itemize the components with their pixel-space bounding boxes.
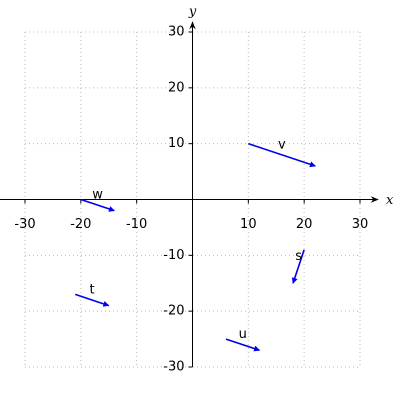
x-tick-label: -10	[126, 217, 147, 232]
vector-arrow	[225, 338, 261, 352]
vector-label: v	[278, 137, 286, 152]
x-tick-label: -30	[14, 217, 35, 232]
vector-label: t	[89, 283, 94, 298]
vector-arrow	[74, 293, 110, 307]
vector-label: u	[239, 327, 247, 342]
vector-arrow	[80, 198, 115, 212]
vector-label: w	[92, 188, 103, 203]
y-tick-label: 10	[168, 136, 185, 151]
vector-arrow	[248, 142, 316, 168]
vector-arrow	[291, 249, 305, 284]
x-tick-label: -20	[70, 217, 91, 232]
x-tick-label: 20	[296, 217, 313, 232]
y-tick-label: -30	[163, 360, 184, 375]
vector-label: s	[295, 249, 302, 264]
y-tick-label: 30	[168, 25, 185, 40]
x-tick-label: 10	[240, 217, 257, 232]
x-tick-label: 30	[352, 217, 369, 232]
y-tick-label: -20	[163, 304, 184, 319]
y-axis-label: y	[188, 5, 197, 20]
y-tick-label: 20	[168, 80, 185, 95]
x-axis-label: x	[386, 193, 394, 208]
y-tick-label: -10	[163, 248, 184, 263]
